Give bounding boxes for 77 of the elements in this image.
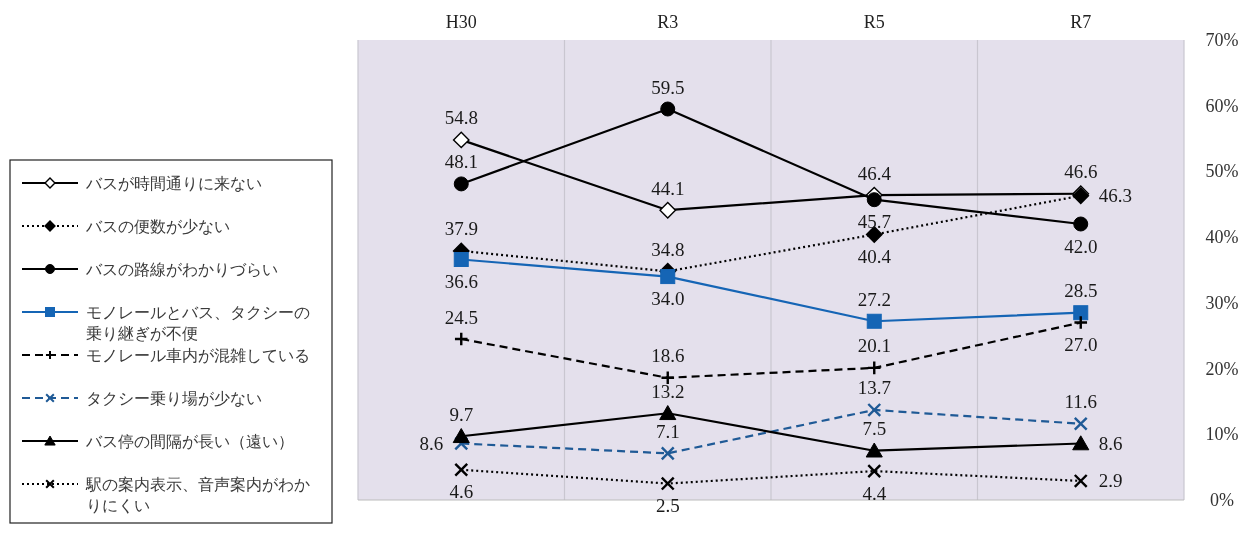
point (660, 446, 675, 461)
data-label: 7.5 (862, 418, 887, 440)
point (660, 269, 676, 285)
data-label: 46.4 (857, 162, 892, 184)
y-tick-label: 20% (1205, 358, 1239, 379)
data-label: 20.1 (857, 335, 891, 357)
point (453, 331, 469, 347)
legend-label: 駅の案内表示、音声案内がわかりにくい (85, 474, 310, 515)
x-tick-label: R3 (657, 12, 679, 32)
point (1073, 305, 1089, 321)
point (1073, 315, 1089, 331)
data-label: 2.5 (655, 495, 680, 517)
point (453, 251, 469, 267)
data-label: 44.1 (651, 177, 685, 199)
data-label: 13.7 (857, 377, 891, 399)
data-label: 4.4 (862, 482, 887, 504)
y-tick-label: 40% (1205, 227, 1239, 248)
x-tick-label: H30 (445, 12, 477, 32)
data-label: 9.7 (449, 403, 474, 425)
legend-label: バスの路線がわかりづらい (85, 259, 278, 279)
point (867, 402, 882, 418)
point (866, 313, 882, 329)
data-label: 8.6 (1098, 432, 1123, 454)
point (1073, 473, 1088, 489)
data-label: 48.1 (444, 151, 478, 173)
data-label: 13.2 (651, 380, 685, 402)
data-label: 34.0 (651, 288, 685, 310)
legend-label: バス停の間隔が長い（遠い） (85, 431, 294, 451)
point (865, 442, 883, 458)
data-label: 28.5 (1064, 280, 1098, 302)
y-tick-label: 60% (1205, 95, 1239, 116)
point (452, 428, 470, 444)
y-tick-label: 10% (1205, 424, 1239, 445)
x-tick-label: R7 (1070, 12, 1092, 32)
point (454, 462, 469, 477)
data-label: 11.6 (1064, 391, 1098, 413)
data-label: 46.3 (1098, 185, 1132, 207)
data-label: 18.6 (651, 345, 685, 367)
data-label: 40.4 (857, 246, 892, 268)
data-label: 36.6 (444, 270, 478, 292)
data-label: 4.6 (449, 481, 474, 503)
data-label: 34.8 (651, 238, 685, 260)
point (659, 405, 677, 421)
point (1072, 435, 1090, 451)
data-label: 7.1 (655, 420, 680, 442)
legend-label: タクシー乗り場が少ない (86, 388, 262, 408)
y-tick-label: 50% (1205, 161, 1239, 182)
data-label: 24.5 (444, 306, 478, 328)
x-tick-label: R5 (863, 12, 885, 32)
data-label: 2.9 (1098, 470, 1123, 492)
data-label: 27.0 (1064, 334, 1098, 356)
y-tick-label: 0% (1210, 490, 1234, 510)
point (659, 201, 677, 219)
legend-label: バスが時間通りに来ない (85, 173, 262, 193)
legend-label: モノレール車内が混雑している (86, 345, 310, 365)
point (1073, 416, 1088, 431)
point (660, 370, 676, 386)
y-tick-label: 70% (1205, 30, 1239, 50)
point (866, 360, 882, 376)
data-label: 54.8 (444, 107, 478, 129)
data-label: 37.9 (444, 218, 478, 240)
legend-label: バスの便数が少ない (85, 216, 230, 236)
point (866, 192, 882, 208)
point (867, 463, 882, 479)
point (660, 476, 675, 491)
y-tick-label: 30% (1205, 292, 1239, 313)
data-label: 8.6 (419, 432, 444, 454)
data-label: 42.0 (1064, 235, 1098, 257)
point (660, 101, 676, 117)
legend-label: モノレールとバス、タクシーの乗り継ぎが不便 (86, 302, 310, 343)
data-label: 45.7 (857, 211, 891, 233)
data-label: 46.6 (1064, 161, 1098, 183)
data-label: 59.5 (651, 76, 685, 98)
point (1073, 216, 1089, 232)
point (453, 176, 469, 192)
data-label: 27.2 (857, 288, 891, 310)
point (452, 131, 470, 149)
